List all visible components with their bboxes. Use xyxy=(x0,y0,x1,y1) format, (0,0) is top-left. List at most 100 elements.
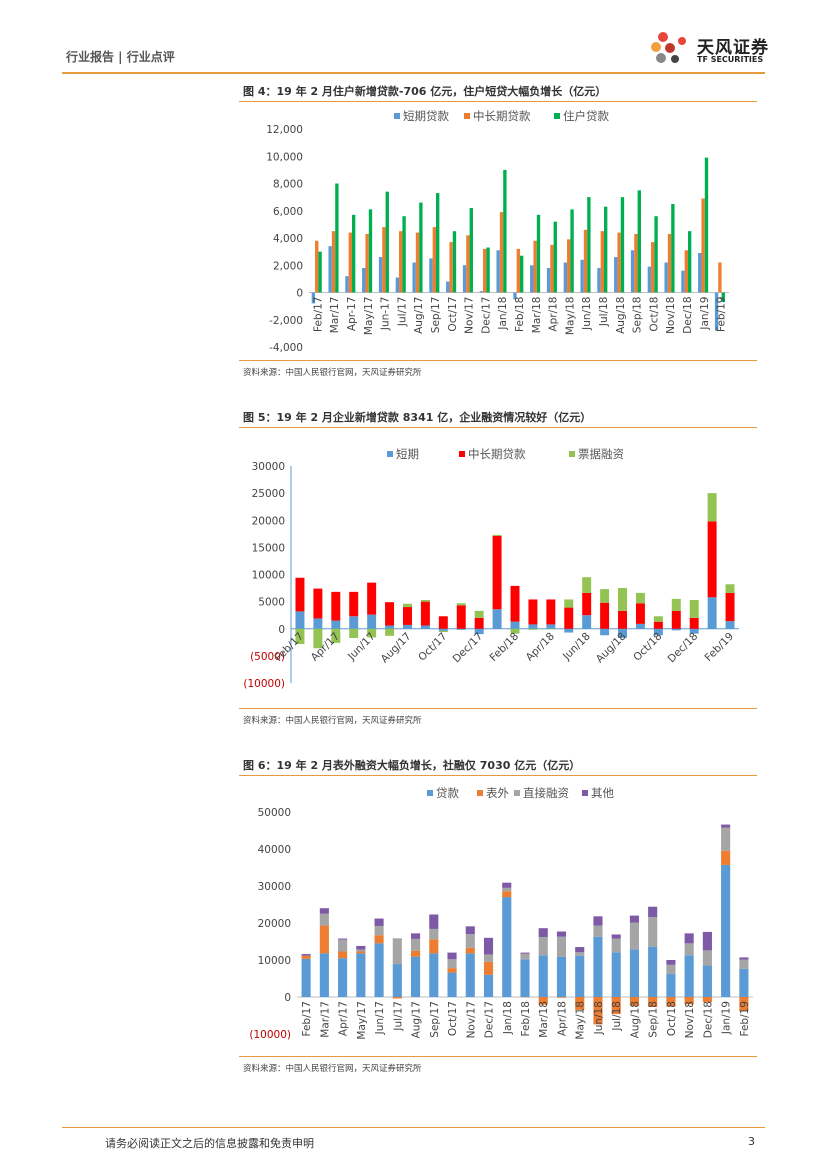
x-tick-label: Feb/19 xyxy=(703,630,737,664)
x-tick-label: Dec/17 xyxy=(480,297,492,334)
bar-segment-贷款 xyxy=(648,946,658,997)
bar-segment-表外 xyxy=(739,997,749,1012)
x-tick-label: May/18 xyxy=(575,1001,587,1040)
legend-label: 中长期贷款 xyxy=(473,109,531,123)
bar-segment-直接融资 xyxy=(702,950,712,966)
x-tick-label: Jan/19 xyxy=(699,297,711,331)
x-tick-label: Jul/18 xyxy=(598,297,610,328)
bar-segment-短期 xyxy=(582,615,592,629)
y-tick-label: 40000 xyxy=(258,844,291,856)
bar-中长期贷款 xyxy=(550,244,554,293)
figure-5-title: 图 5：19 年 2 月企业新增贷款 8341 亿，企业融资情况较好（亿元） xyxy=(243,411,592,424)
bar-中长期贷款 xyxy=(667,233,672,293)
bar-短期贷款 xyxy=(597,267,601,293)
bar-segment-表外 xyxy=(556,997,567,998)
bar-segment-票据融资 xyxy=(349,628,359,638)
x-tick-label: Feb/18 xyxy=(514,297,526,333)
bar-segment-中长期贷款 xyxy=(564,607,574,629)
y-tick-label: 20000 xyxy=(258,918,291,930)
bar-中长期贷款 xyxy=(382,227,386,293)
header-divider xyxy=(62,72,765,74)
footer-divider xyxy=(62,1127,765,1128)
x-tick-label: Feb/19 xyxy=(739,1001,751,1037)
bar-住户贷款 xyxy=(520,255,524,293)
legend-swatch xyxy=(427,790,433,796)
x-tick-label: Jun/18 xyxy=(581,297,593,331)
bar-segment-中长期贷款 xyxy=(295,577,305,612)
bar-segment-贷款 xyxy=(629,949,639,997)
x-tick-label: Aug/18 xyxy=(615,297,627,334)
bar-segment-中长期贷款 xyxy=(420,601,430,626)
bar-segment-表外 xyxy=(483,961,494,975)
bar-segment-直接融资 xyxy=(684,943,694,956)
bar-segment-其他 xyxy=(429,914,439,929)
bar-中长期贷款 xyxy=(583,229,588,293)
x-tick-label: Aug/17 xyxy=(413,297,425,334)
bar-segment-票据融资 xyxy=(492,534,502,536)
bar-短期贷款 xyxy=(362,267,366,293)
x-tick-label: Mar/18 xyxy=(531,297,543,334)
figure-5-divider xyxy=(239,427,757,428)
bar-segment-票据融资 xyxy=(707,493,717,522)
bar-segment-贷款 xyxy=(429,953,439,997)
bar-segment-表外 xyxy=(502,891,512,898)
figure-4-bottom-divider xyxy=(239,360,757,361)
x-tick-label: Sep/18 xyxy=(648,1001,660,1038)
bar-短期贷款 xyxy=(446,281,450,293)
bar-segment-中长期贷款 xyxy=(689,617,699,629)
x-tick-label: Jul/18 xyxy=(611,1001,623,1032)
x-tick-label: Apr/18 xyxy=(556,1001,568,1036)
bar-短期贷款 xyxy=(647,266,652,293)
legend-label: 其他 xyxy=(591,786,614,800)
bar-segment-贷款 xyxy=(319,953,329,997)
x-tick-label: Oct/17 xyxy=(416,630,449,663)
bar-segment-直接融资 xyxy=(447,959,457,969)
bar-短期贷款 xyxy=(580,259,584,293)
bar-segment-其他 xyxy=(301,954,311,956)
logo-name: 天风证券 xyxy=(697,38,769,58)
bar-短期贷款 xyxy=(714,292,719,331)
x-tick-label: Jul/17 xyxy=(396,297,408,328)
figure-6-source: 资料来源：中国人民银行官网，天风证券研究所 xyxy=(243,1064,422,1074)
bar-segment-短期 xyxy=(313,618,323,629)
x-tick-label: Jun/17 xyxy=(374,1001,386,1035)
bar-segment-其他 xyxy=(356,945,366,950)
x-tick-label: Mar/18 xyxy=(538,1001,550,1038)
bar-中长期贷款 xyxy=(651,242,655,293)
bar-segment-表外 xyxy=(429,939,439,954)
legend-swatch xyxy=(394,113,400,119)
bar-segment-直接融资 xyxy=(520,953,530,960)
tf-securities-logo-icon xyxy=(651,32,686,63)
bar-segment-中长期贷款 xyxy=(385,602,395,626)
bar-中长期贷款 xyxy=(533,240,537,293)
bar-segment-直接融资 xyxy=(556,936,567,957)
bar-住户贷款 xyxy=(469,208,473,293)
bar-中长期贷款 xyxy=(634,233,638,293)
bar-segment-票据融资 xyxy=(295,628,305,644)
bar-住户贷款 xyxy=(654,216,658,293)
x-tick-label: Aug/17 xyxy=(379,630,414,665)
bar-segment-票据融资 xyxy=(510,628,520,634)
bar-住户贷款 xyxy=(385,191,389,293)
bar-segment-直接融资 xyxy=(483,954,494,962)
bar-segment-票据融资 xyxy=(635,592,645,604)
bar-segment-贷款 xyxy=(666,974,676,997)
bar-segment-表外 xyxy=(447,968,457,973)
bar-segment-中长期贷款 xyxy=(403,607,412,625)
bar-segment-贷款 xyxy=(301,958,311,997)
bar-segment-短期 xyxy=(725,621,735,629)
bar-segment-票据融资 xyxy=(600,589,610,603)
bar-住户贷款 xyxy=(620,197,625,293)
bar-segment-直接融资 xyxy=(593,925,603,937)
bar-segment-票据融资 xyxy=(367,628,377,638)
bar-segment-票据融资 xyxy=(331,628,341,643)
bar-segment-贷款 xyxy=(356,953,366,997)
bar-segment-直接融资 xyxy=(611,938,621,953)
bar-segment-短期 xyxy=(546,624,556,629)
x-tick-label: Aug/18 xyxy=(594,630,629,665)
x-tick-label: Dec/18 xyxy=(702,1001,714,1038)
bar-segment-直接融资 xyxy=(502,887,512,892)
bar-segment-短期 xyxy=(420,625,430,629)
bar-segment-短期 xyxy=(653,628,663,636)
bar-segment-其他 xyxy=(483,937,494,955)
